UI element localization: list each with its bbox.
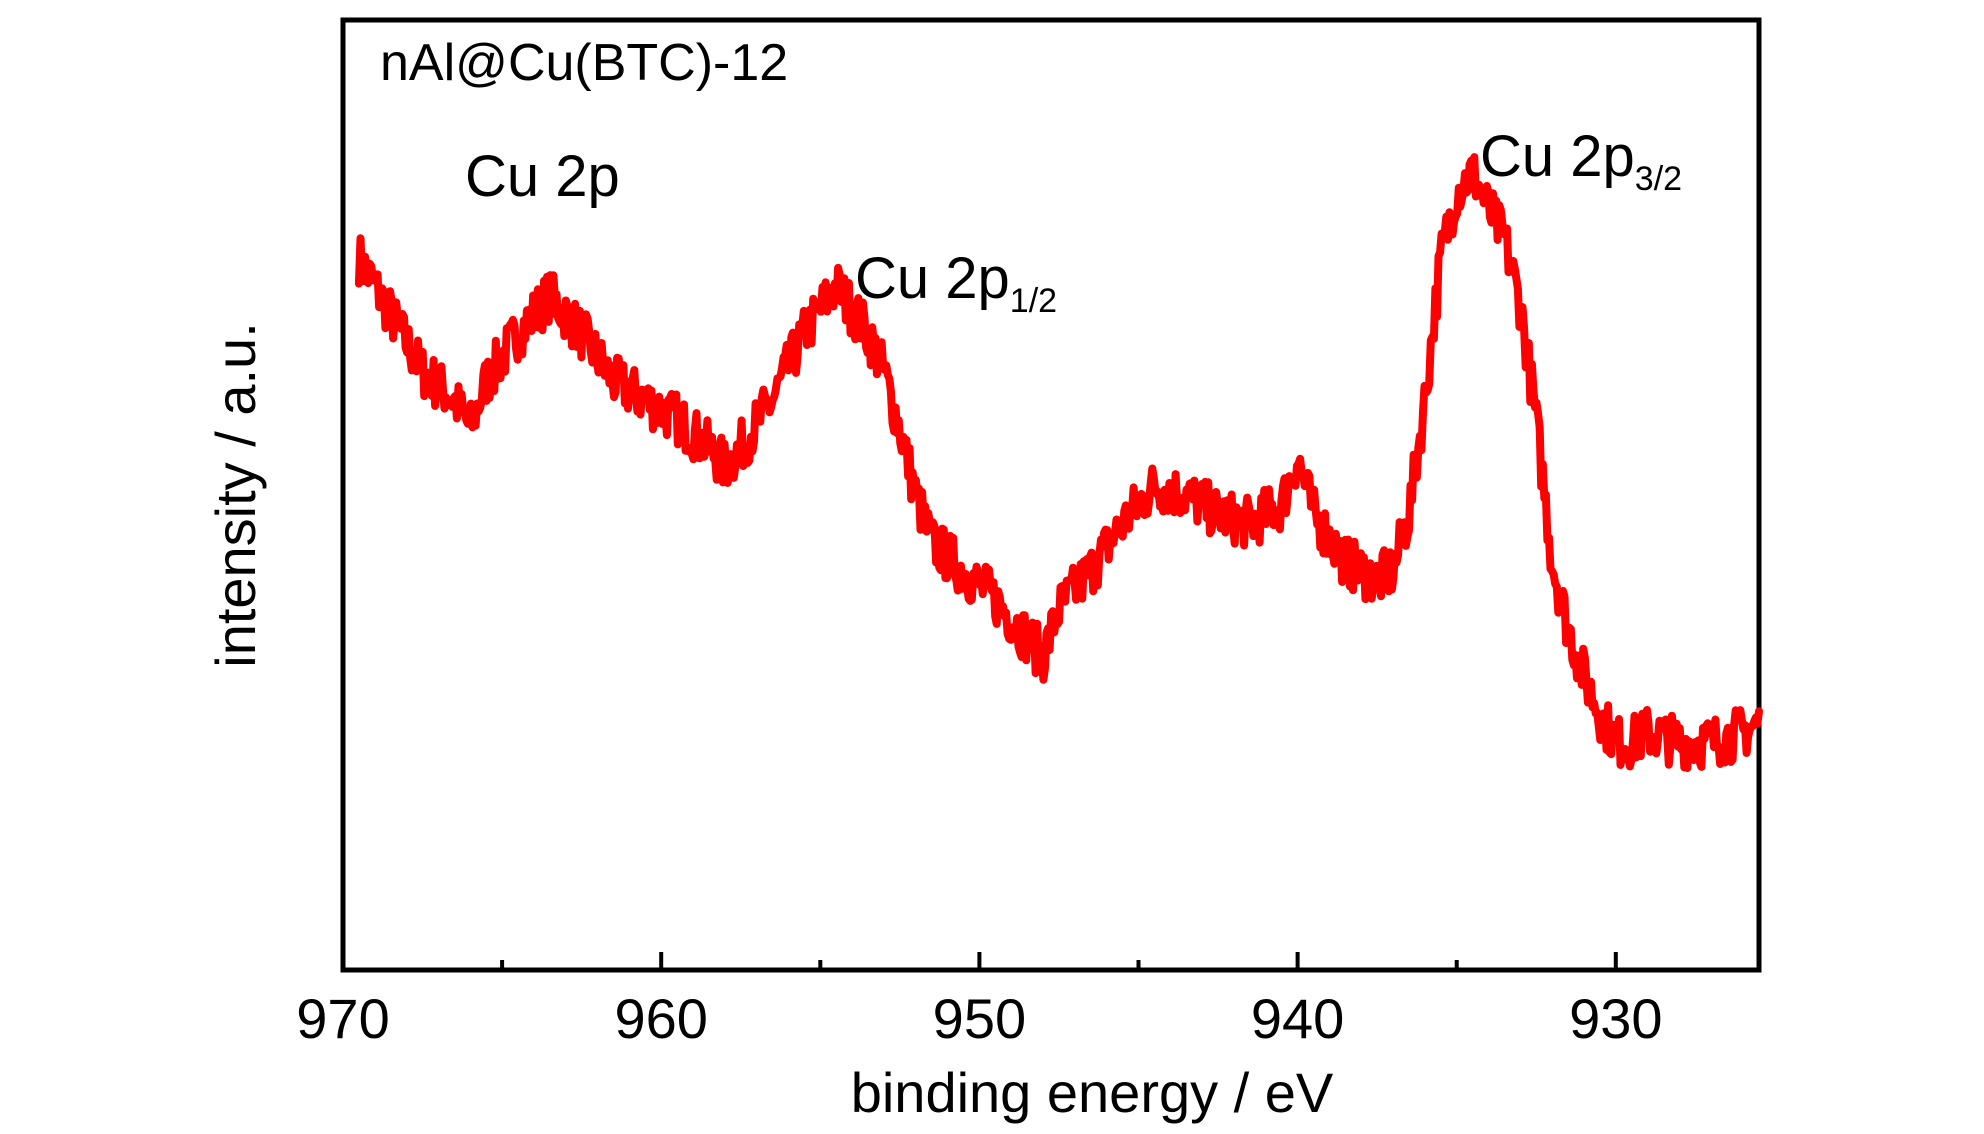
- x-axis-ticks: [341, 952, 1618, 970]
- peak-label-cu2p-half: Cu 2p1/2: [855, 246, 1057, 320]
- peak-label-cu2p-threehalf: Cu 2p3/2: [1480, 124, 1682, 198]
- x-axis-tick-labels: 970 960 950 940 930: [296, 987, 1662, 1050]
- x-tick-label: 950: [933, 987, 1026, 1050]
- chart-title: nAl@Cu(BTC)-12: [380, 34, 788, 92]
- y-axis-label: intensity / a.u.: [204, 322, 267, 668]
- region-label: Cu 2p: [465, 144, 620, 209]
- peak-label-half-sub: 1/2: [1010, 282, 1057, 320]
- plot-frame: [340, 17, 1762, 973]
- peak-label-threehalf-base: Cu 2p: [1480, 124, 1635, 189]
- x-tick-label: 970: [296, 987, 389, 1050]
- peak-label-threehalf-sub: 3/2: [1635, 160, 1682, 198]
- x-tick-label: 940: [1251, 987, 1344, 1050]
- series-line: [354, 153, 1763, 772]
- peak-label-half-base: Cu 2p: [855, 246, 1010, 311]
- x-tick-label: 930: [1569, 987, 1662, 1050]
- x-tick-label: 960: [614, 987, 707, 1050]
- x-axis-label: binding energy / eV: [851, 1061, 1334, 1124]
